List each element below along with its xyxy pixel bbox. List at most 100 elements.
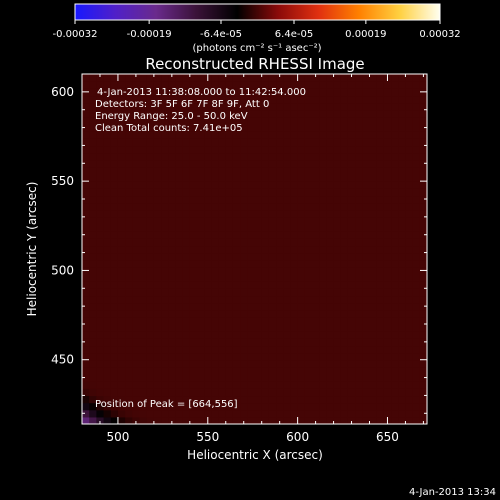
heatmap-cell bbox=[383, 388, 392, 397]
heatmap-cell bbox=[268, 281, 277, 289]
heatmap-cell bbox=[355, 259, 363, 268]
heatmap-cell bbox=[175, 224, 184, 232]
heatmap-cell bbox=[139, 381, 148, 389]
heatmap-cell bbox=[204, 345, 212, 354]
heatmap-cell bbox=[304, 195, 313, 204]
heatmap-cell bbox=[89, 95, 97, 104]
heatmap-cell bbox=[247, 359, 256, 368]
heatmap-cell bbox=[369, 74, 378, 82]
heatmap-cell bbox=[175, 345, 184, 354]
heatmap-cell bbox=[268, 124, 277, 132]
heatmap-cell bbox=[297, 209, 306, 218]
heatmap-cell bbox=[376, 216, 385, 225]
heatmap-cell bbox=[276, 266, 284, 275]
heatmap-cell bbox=[412, 138, 421, 147]
heatmap-cell bbox=[117, 409, 126, 418]
heatmap-cell bbox=[297, 166, 306, 175]
heatmap-cell bbox=[326, 309, 335, 318]
heatmap-cell bbox=[326, 216, 335, 225]
heatmap-cell bbox=[240, 266, 248, 275]
heatmap-cell bbox=[218, 145, 227, 154]
heatmap-cell bbox=[232, 288, 241, 297]
heatmap-cell bbox=[283, 166, 292, 175]
heatmap-cell bbox=[110, 245, 119, 254]
heatmap-cell bbox=[117, 266, 126, 275]
heatmap-cell bbox=[276, 102, 284, 111]
heatmap-cell bbox=[175, 352, 184, 361]
heatmap-cell bbox=[376, 145, 385, 154]
heatmap-cell bbox=[405, 195, 414, 204]
heatmap-cell bbox=[204, 145, 212, 154]
heatmap-cell bbox=[405, 366, 414, 375]
heatmap-cell bbox=[376, 302, 385, 311]
heatmap-cell bbox=[268, 88, 277, 97]
heatmap-cell bbox=[161, 388, 169, 397]
heatmap-cell bbox=[96, 281, 105, 289]
heatmap-cell bbox=[117, 238, 126, 247]
heatmap-cell bbox=[153, 295, 162, 304]
heatmap-cell bbox=[419, 302, 427, 311]
heatmap-cell bbox=[362, 295, 371, 304]
heatmap-cell bbox=[89, 274, 97, 282]
heatmap-cell bbox=[383, 152, 392, 161]
heatmap-cell bbox=[125, 252, 133, 261]
heatmap-cell bbox=[232, 159, 241, 168]
heatmap-cell bbox=[261, 152, 270, 161]
heatmap-cell bbox=[304, 152, 313, 161]
heatmap-cell bbox=[419, 395, 427, 404]
heatmap-cell bbox=[204, 259, 212, 268]
heatmap-cell bbox=[232, 138, 241, 147]
heatmap-cell bbox=[355, 209, 363, 218]
heatmap-cell bbox=[218, 109, 227, 118]
heatmap-cell bbox=[204, 245, 212, 254]
heatmap-cell bbox=[175, 102, 184, 111]
heatmap-cell bbox=[225, 95, 234, 104]
heatmap-cell bbox=[204, 374, 212, 382]
heatmap-cell bbox=[383, 124, 392, 132]
heatmap-cell bbox=[132, 409, 141, 418]
heatmap-cell bbox=[376, 238, 385, 247]
heatmap-cell bbox=[175, 95, 184, 104]
heatmap-cell bbox=[261, 188, 270, 197]
heatmap-cell bbox=[333, 281, 342, 289]
heatmap-cell bbox=[146, 166, 155, 175]
heatmap-cell bbox=[369, 331, 378, 339]
heatmap-cell bbox=[110, 159, 119, 168]
heatmap-cell bbox=[125, 274, 133, 282]
heatmap-cell bbox=[268, 166, 277, 175]
heatmap-cell bbox=[82, 388, 90, 397]
heatmap-cell bbox=[362, 102, 371, 111]
y-axis-label: Heliocentric Y (arcsec) bbox=[25, 182, 39, 317]
heatmap-cell bbox=[319, 181, 327, 189]
heatmap-cell bbox=[139, 231, 148, 239]
heatmap-cell bbox=[398, 374, 407, 382]
heatmap-cell bbox=[161, 402, 169, 411]
heatmap-cell bbox=[225, 224, 234, 232]
heatmap-cell bbox=[268, 174, 277, 182]
heatmap-cell bbox=[132, 416, 141, 424]
heatmap-cell bbox=[391, 395, 399, 404]
heatmap-cell bbox=[398, 102, 407, 111]
heatmap-cell bbox=[211, 259, 220, 268]
heatmap-cell bbox=[283, 266, 292, 275]
heatmap-cell bbox=[362, 209, 371, 218]
heatmap-cell bbox=[297, 231, 306, 239]
heatmap-cell bbox=[182, 259, 191, 268]
heatmap-cell bbox=[189, 324, 198, 332]
heatmap-cell bbox=[304, 209, 313, 218]
heatmap-cell bbox=[376, 295, 385, 304]
heatmap-cell bbox=[254, 309, 263, 318]
heatmap-cell bbox=[197, 381, 205, 389]
heatmap-cell bbox=[290, 131, 299, 139]
heatmap-cell bbox=[175, 145, 184, 154]
heatmap-cell bbox=[319, 166, 327, 175]
heatmap-cell bbox=[182, 395, 191, 404]
heatmap-cell bbox=[110, 238, 119, 247]
heatmap-cell bbox=[161, 374, 169, 382]
heatmap-cell bbox=[125, 166, 133, 175]
heatmap-cell bbox=[254, 81, 263, 89]
heatmap-cell bbox=[326, 331, 335, 339]
heatmap-cell bbox=[247, 295, 256, 304]
heatmap-cell bbox=[218, 388, 227, 397]
